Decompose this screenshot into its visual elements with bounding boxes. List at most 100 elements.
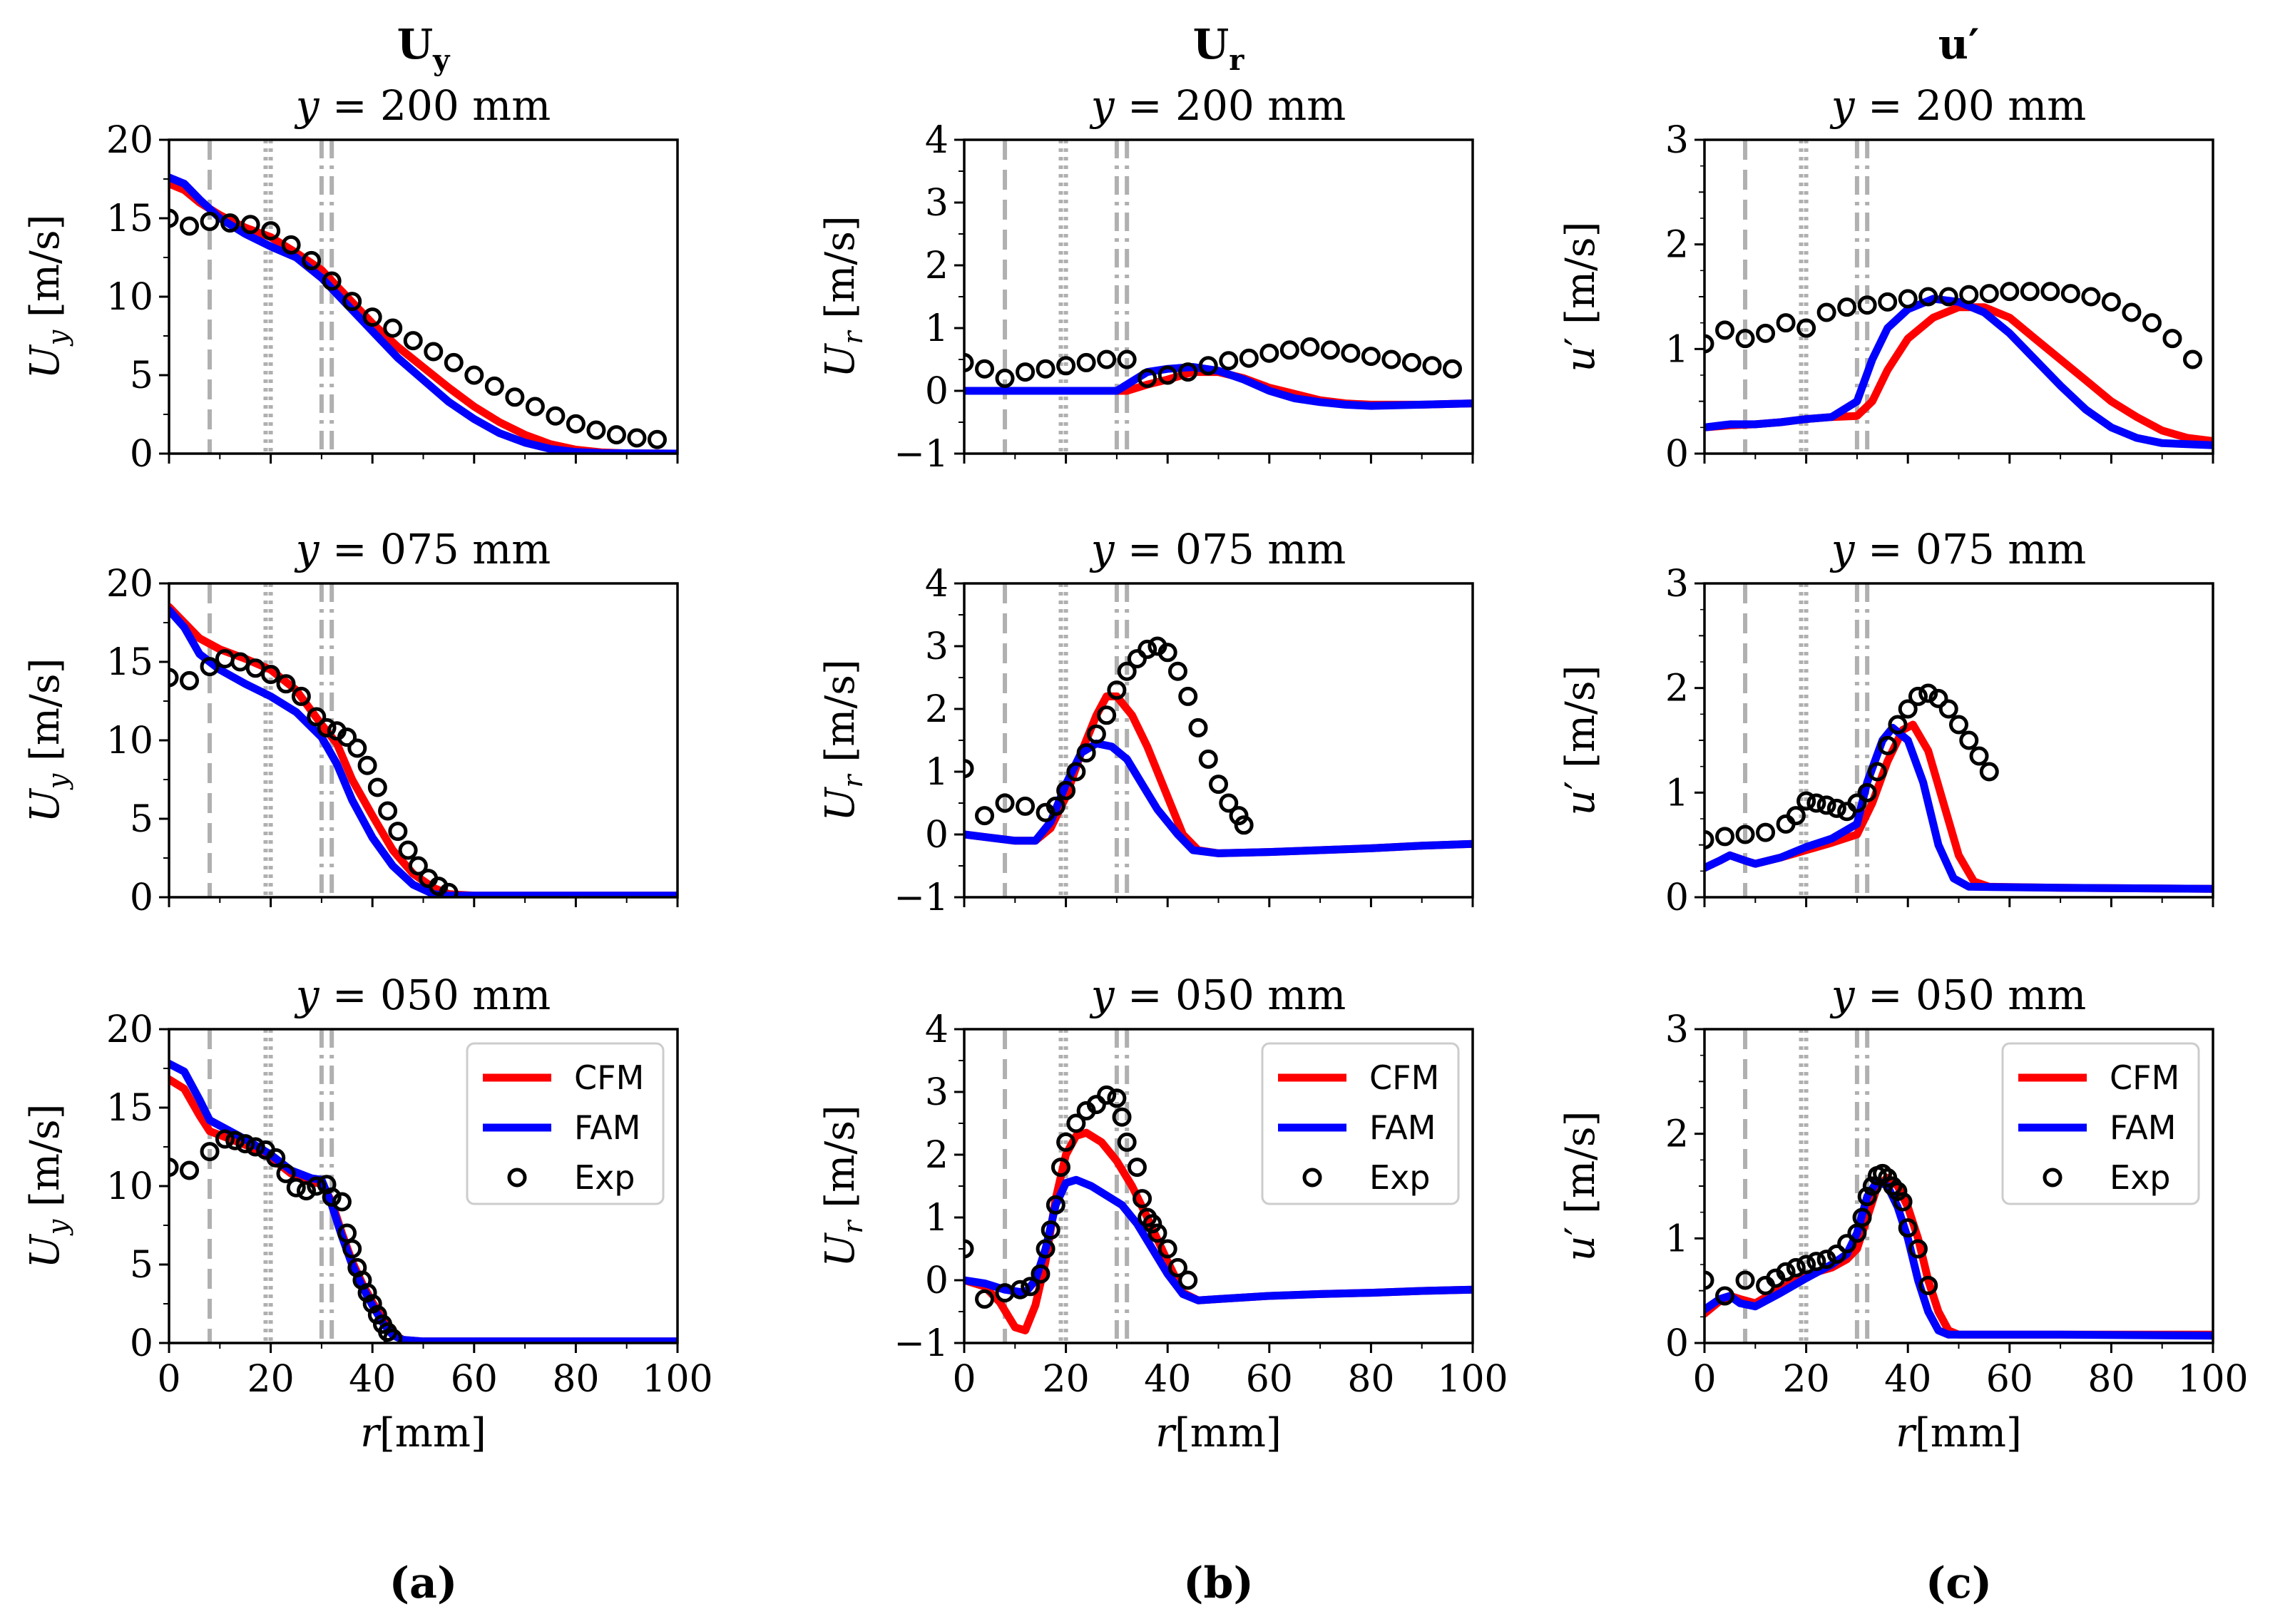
plot-area: [964, 583, 1473, 897]
panel-title: y = 200 mm: [1829, 81, 2086, 130]
data-point-exp: [317, 717, 337, 737]
y-tick-label: 2: [1665, 668, 1689, 710]
series-line-cfm: [169, 603, 678, 897]
y-tick-label: 0: [925, 370, 949, 413]
data-point-exp: [307, 707, 327, 727]
data-point-exp: [1198, 749, 1218, 769]
x-tick-label: 60: [451, 1358, 498, 1401]
data-point-exp: [1010, 1280, 1030, 1299]
y-tick-label: 3: [1665, 1008, 1689, 1051]
y-tick-label: 1: [1665, 772, 1689, 814]
data-point-exp: [1938, 287, 1958, 307]
data-point-exp: [1704, 829, 1714, 849]
panel-title-var: y: [1829, 971, 1856, 1019]
data-point-exp: [1826, 1244, 1846, 1264]
panel-uy200: y = 200 mm 0 5 10 15 20 Uy [m/s]: [22, 81, 679, 476]
legend-marker-exp: [1302, 1168, 1322, 1188]
data-point-exp: [337, 727, 357, 747]
data-point-exp: [1979, 762, 1999, 782]
data-point-exp: [1867, 762, 1887, 782]
y-axis-label: u′ [m/s]: [1558, 1111, 1604, 1262]
panel-up050: y = 050 mm 0 20 40 60 80 100 0 1 2 3 u′ [m/s] r[mm] C…: [1558, 971, 2249, 1456]
y-axis-label-var: U: [22, 344, 68, 379]
data-point-exp: [606, 425, 626, 445]
data-point-exp: [1031, 1264, 1051, 1284]
data-point-exp: [1127, 1158, 1147, 1178]
data-point-exp: [1938, 699, 1958, 719]
data-point-exp: [1157, 643, 1177, 663]
data-point-exp: [276, 1163, 296, 1183]
plot-area: [1704, 583, 2213, 897]
data-point-exp: [1862, 1176, 1882, 1196]
data-point-exp: [1066, 762, 1086, 782]
y-tick-label: 0: [130, 433, 153, 476]
data-point-exp: [1279, 340, 1299, 360]
y-tick-label: 0: [1665, 877, 1689, 919]
x-tick-label: 60: [1986, 1358, 2033, 1401]
data-point-exp: [1442, 359, 1462, 379]
data-point-exp: [1806, 793, 1826, 813]
series-line-fam: [1704, 1177, 2213, 1340]
data-point-exp: [1219, 793, 1239, 813]
data-point-exp: [995, 793, 1015, 813]
data-point-exp: [464, 365, 484, 385]
data-point-exp: [1381, 349, 1401, 369]
data-point-exp: [342, 1239, 362, 1259]
data-point-exp: [1178, 1270, 1198, 1290]
y-axis-label: u′ [m/s]: [1558, 665, 1604, 816]
x-tick-label: 80: [552, 1358, 599, 1401]
data-point-exp: [1147, 1223, 1167, 1243]
y-tick-label: 3: [925, 1071, 949, 1114]
data-point-exp: [383, 318, 403, 338]
y-axis-label: u′ [m/s]: [1558, 222, 1604, 372]
y-tick-label: 3: [925, 182, 949, 225]
data-point-exp: [1320, 340, 1340, 360]
legend: CFM FAM Exp: [466, 1042, 665, 1205]
column-header-sub: r: [1229, 44, 1244, 77]
column-header: Uy: [397, 20, 451, 77]
legend-label: FAM: [1369, 1108, 1436, 1147]
y-axis-label: Uy [m/s]: [22, 658, 73, 823]
data-point-exp: [362, 1294, 382, 1314]
x-axis-label-unit: [mm]: [1175, 1410, 1282, 1456]
y-tick-label: 3: [1665, 563, 1689, 606]
data-point-exp: [1878, 292, 1898, 312]
data-point-exp: [1928, 688, 1948, 708]
series-line-fam: [964, 363, 1473, 410]
data-point-exp: [180, 216, 200, 236]
legend: CFM FAM Exp: [2001, 1042, 2200, 1205]
legend-label: Exp: [1369, 1158, 1431, 1197]
data-point-exp: [975, 806, 995, 826]
data-point-exp: [525, 397, 545, 417]
data-point-exp: [1816, 302, 1836, 322]
panel-up200: y = 200 mm 0 1 2 3 u′ [m/s]: [1558, 81, 2214, 476]
y-tick-label: 0: [1665, 433, 1689, 476]
y-tick-label: −1: [894, 433, 949, 476]
data-point-exp: [1756, 822, 1776, 842]
data-point-exp: [2060, 284, 2080, 304]
data-point-exp: [1776, 313, 1796, 333]
y-tick-label: 10: [106, 276, 153, 319]
panel-title-var: y: [1829, 525, 1856, 573]
data-point-exp: [230, 652, 250, 672]
data-point-exp: [1138, 639, 1157, 659]
data-point-exp: [180, 1160, 200, 1180]
data-point-exp: [1857, 1187, 1877, 1207]
data-point-exp: [2000, 282, 2020, 302]
data-point-exp: [307, 1176, 327, 1196]
series-line-fam: [169, 606, 678, 897]
data-point-exp: [1735, 329, 1755, 349]
y-tick-label: 1: [925, 751, 949, 794]
panel-title: y = 050 mm: [1089, 971, 1346, 1019]
axes-frame: [1703, 138, 2214, 455]
x-tick-label: 100: [1437, 1358, 1508, 1401]
panel-title-var: y: [1089, 971, 1115, 1019]
data-point-exp: [1883, 1176, 1903, 1196]
data-point-exp: [1857, 295, 1877, 315]
x-tick-label: 20: [1043, 1358, 1090, 1401]
data-point-exp: [1167, 661, 1187, 681]
y-axis-label-var: U: [22, 787, 68, 822]
data-point-exp: [964, 759, 974, 779]
y-axis-label-var: u: [1558, 346, 1604, 372]
panel-title-var: y: [1089, 525, 1115, 573]
